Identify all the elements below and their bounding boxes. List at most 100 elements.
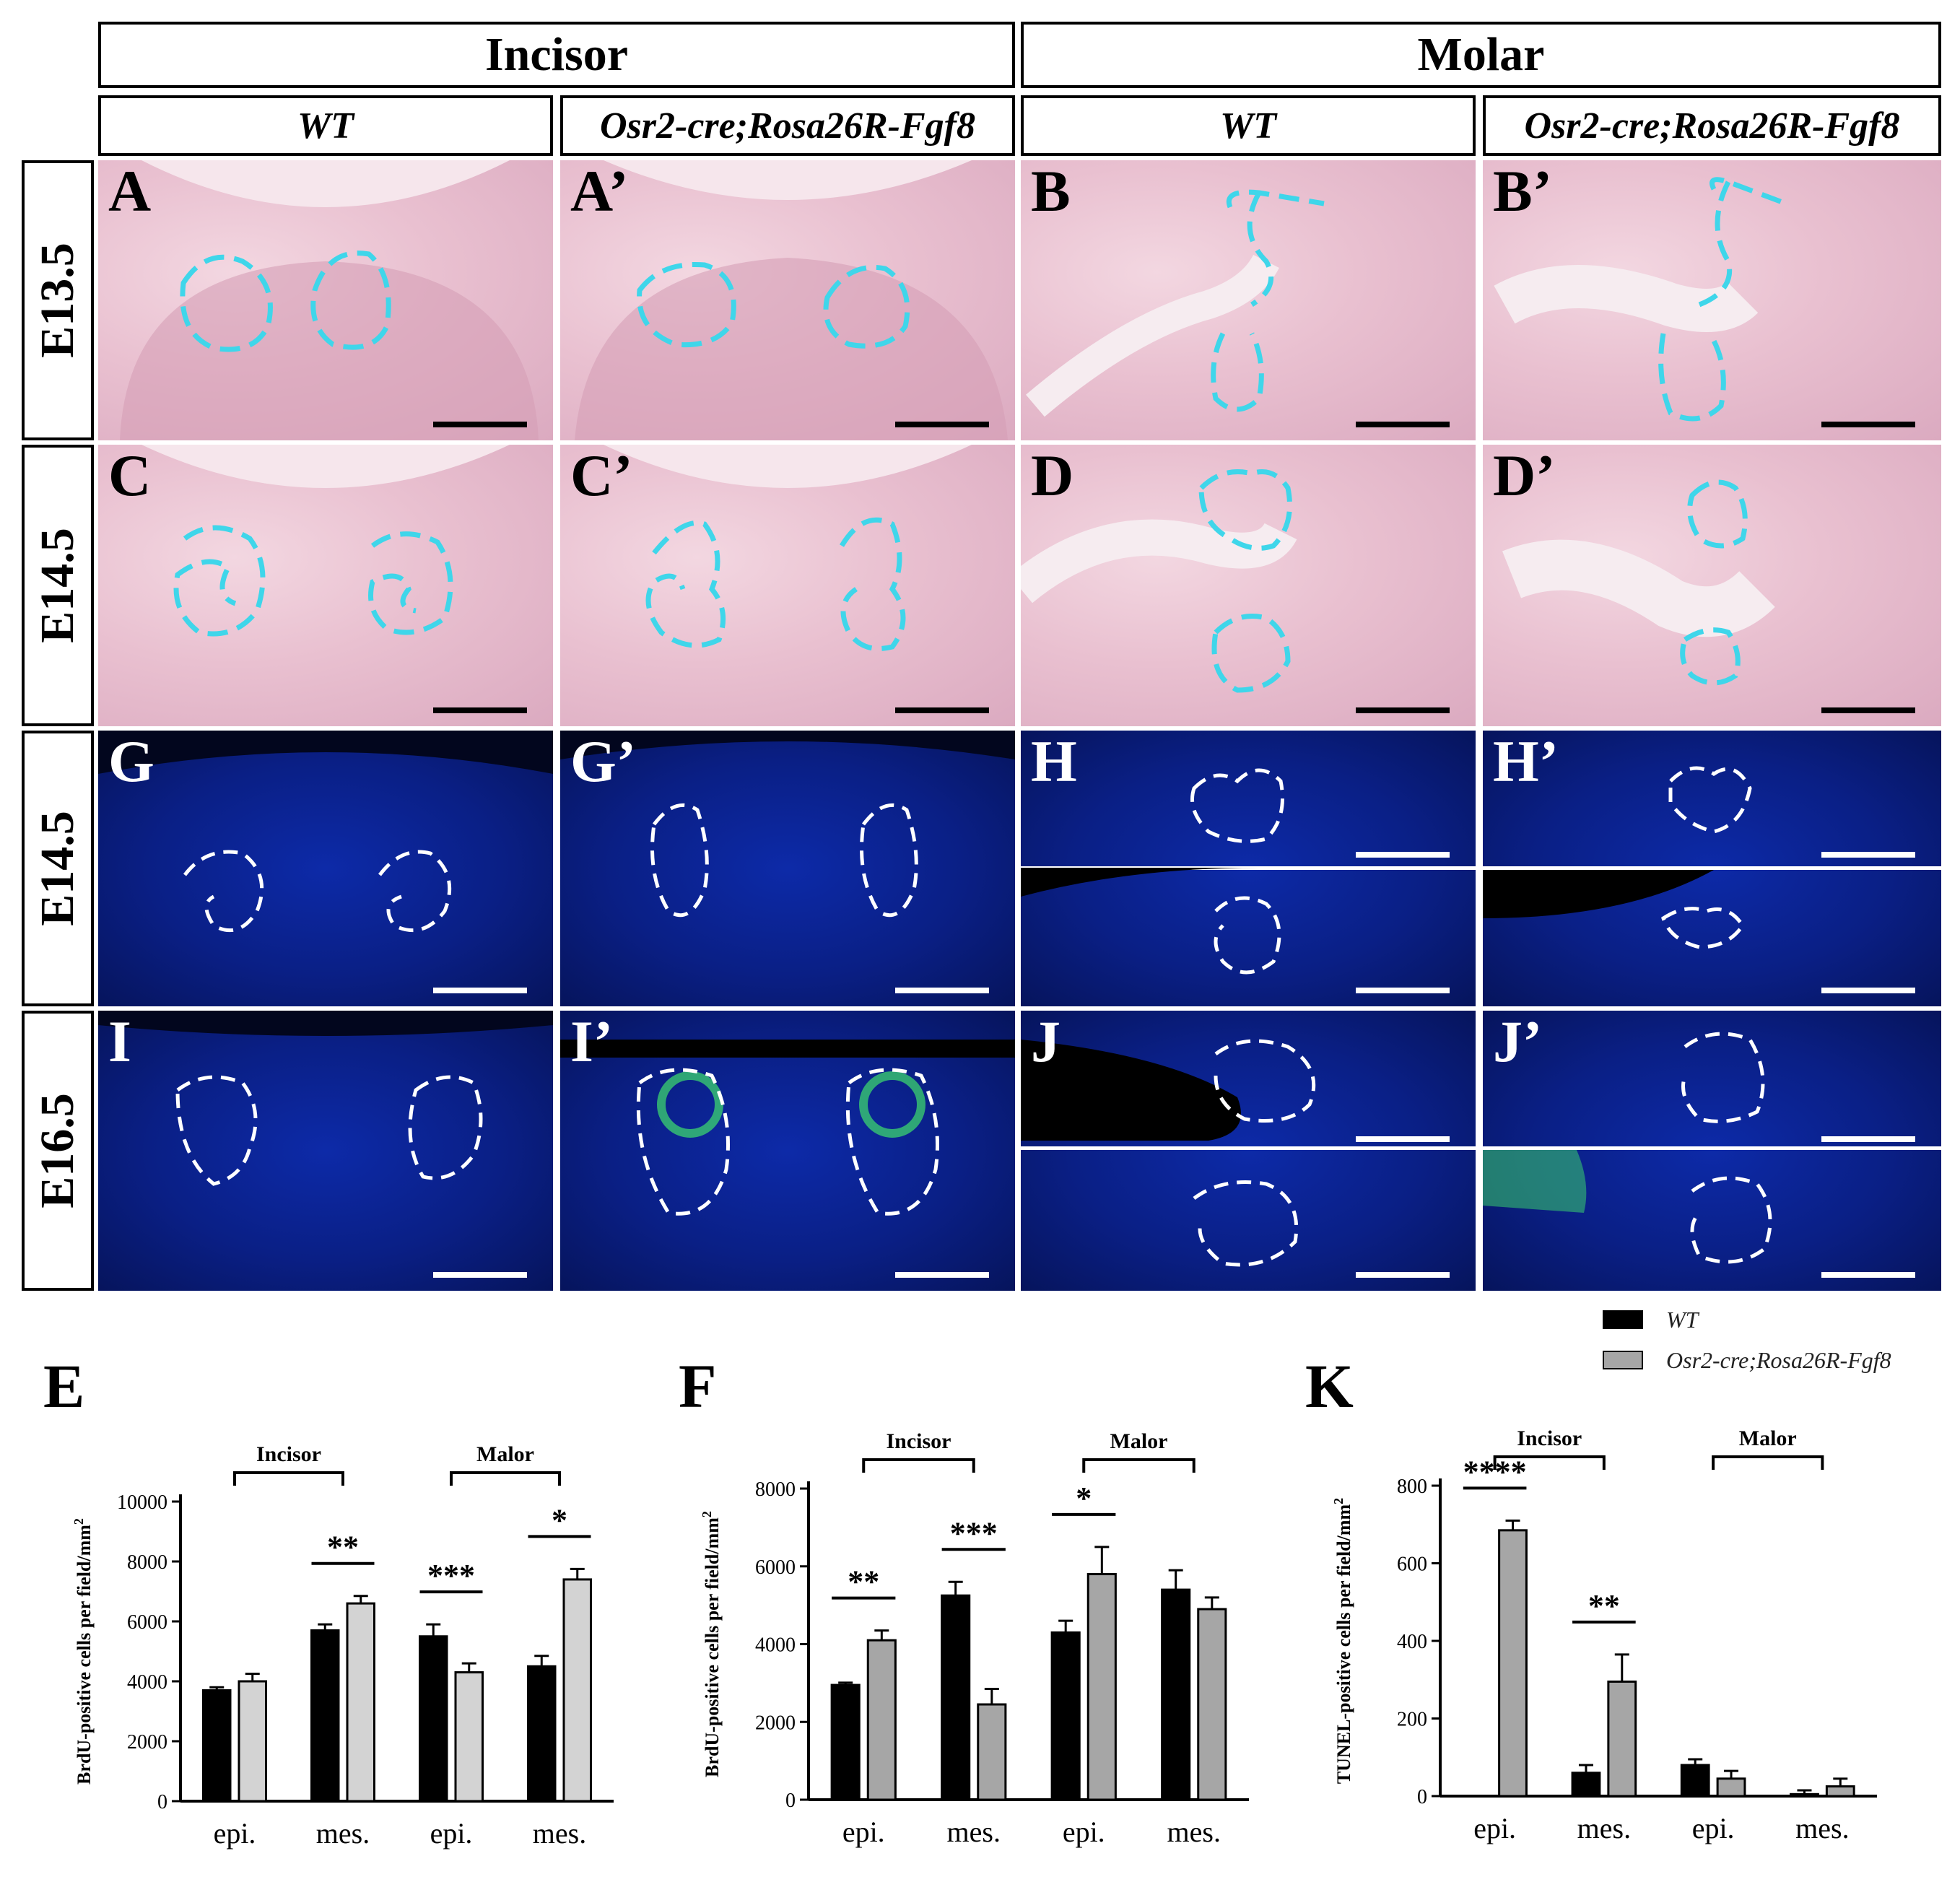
bar-wt: [1161, 1588, 1191, 1801]
panel-b: B: [1021, 160, 1476, 440]
incisor-outline: [378, 850, 452, 933]
y-tick-label: 8000: [127, 1551, 167, 1574]
panel-j: J: [1021, 1011, 1476, 1291]
row-label-e14-5-fl: E14.5: [22, 731, 94, 1006]
panel-i-prime: I’: [560, 1011, 1015, 1291]
incisor-outline: [637, 261, 736, 348]
panel-label: C: [108, 445, 152, 508]
molar-outline: [1658, 333, 1726, 422]
bar-wt: [527, 1665, 557, 1803]
scale-bar: [1356, 852, 1450, 858]
y-axis-label-sup: 2: [71, 1518, 86, 1525]
bar-wt: [202, 1689, 232, 1803]
chart-letter: F: [679, 1351, 717, 1421]
panel-d: D: [1021, 445, 1476, 726]
legend-swatch-mutant: [1603, 1351, 1643, 1369]
y-tick-label: 800: [1397, 1476, 1427, 1498]
bar-mutant: [1716, 1777, 1746, 1798]
molar-outline: [1687, 479, 1748, 549]
group-label: Incisor: [256, 1442, 321, 1466]
chart-k-plot: 0 200 400 600 800 TUNEL-positive cells per fi…: [1331, 1426, 1877, 1844]
panel-i: I: [98, 1011, 553, 1291]
chart-k: K 0 200 400 600 800 TUNEL-positive cells per …: [1299, 1350, 1949, 1870]
bar-mutant: [866, 1639, 897, 1801]
y-axis-label: BrdU-positive cells per field/mm2: [71, 1518, 95, 1785]
group-label: Malor: [1739, 1426, 1797, 1450]
molar-outline: [1681, 1032, 1765, 1123]
panel-label: I: [108, 1011, 131, 1074]
scale-bar: [1821, 707, 1915, 713]
x-tick-label: mes.: [1577, 1812, 1631, 1844]
header-incisor-wt: WT: [98, 95, 553, 156]
y-tick-label: 2000: [127, 1731, 167, 1754]
panel-d-prime: D’: [1483, 445, 1941, 726]
header-molar-mutant: Osr2-cre;Rosa26R-Fgf8: [1483, 95, 1941, 156]
legend-swatch-wt: [1603, 1310, 1643, 1329]
group-bracket: [862, 1458, 975, 1473]
panel-b-prime: B’: [1483, 160, 1941, 440]
row-label-e14-5-he: E14.5: [22, 445, 94, 726]
bar-mutant: [238, 1680, 267, 1803]
x-tick-label: mes.: [947, 1816, 1001, 1848]
scale-bar: [433, 988, 527, 993]
x-tick-label: mes.: [1167, 1816, 1221, 1848]
incisor-outline: [860, 803, 918, 918]
chart-e: E 0 2000 4000 6000 8000 10000 BrdU-positive ce…: [29, 1350, 657, 1870]
panel-j-prime: J’: [1483, 1011, 1941, 1291]
panel-label: G: [108, 731, 154, 794]
scale-bar: [1356, 1136, 1450, 1142]
y-tick-label: 4000: [755, 1634, 796, 1657]
group-bracket: [1712, 1455, 1824, 1470]
y-axis-label: TUNEL-positive cells per field/mm2: [1331, 1498, 1354, 1784]
legend-item-wt: WT: [1603, 1299, 1891, 1340]
molar-outline: [1214, 1039, 1316, 1123]
row-label-e16-5: E16.5: [22, 1011, 94, 1291]
scale-bar: [895, 1272, 989, 1278]
chart-letter: K: [1305, 1351, 1354, 1421]
x-tick-label: mes.: [1795, 1812, 1849, 1844]
group-label: Malor: [1110, 1429, 1168, 1453]
significance-label: ***: [427, 1558, 475, 1593]
bar-mutant: [1825, 1785, 1855, 1798]
group-bracket: [233, 1471, 344, 1486]
incisor-outline: [180, 254, 273, 352]
incisor-outline: [650, 803, 709, 918]
incisor-outline: [823, 264, 910, 349]
molar-outline: [1214, 896, 1281, 975]
group-bracket: [450, 1471, 561, 1486]
y-tick-label: 0: [157, 1791, 167, 1813]
bar-wt: [1571, 1772, 1601, 1798]
bar-wt: [941, 1594, 971, 1801]
scale-bar: [1356, 1272, 1450, 1278]
group-label: Malor: [476, 1442, 534, 1466]
panel-label: A: [108, 160, 152, 224]
row-label-e13-5: E13.5: [22, 160, 94, 440]
incisor-outline: [845, 1068, 939, 1216]
panel-label: J’: [1493, 1011, 1543, 1074]
molar-outline: [1690, 1176, 1772, 1264]
panel-label: H’: [1493, 731, 1559, 794]
panel-label: B: [1031, 160, 1071, 224]
panel-label: C’: [570, 445, 633, 508]
scale-bar: [1356, 707, 1450, 713]
molar-outline: [1198, 469, 1292, 551]
incisor-outline: [636, 1068, 730, 1216]
legend-label-mutant: Osr2-cre;Rosa26R-Fgf8: [1666, 1346, 1891, 1373]
panel-g: G: [98, 731, 553, 1006]
incisor-outline: [310, 251, 391, 350]
panel-label: D’: [1493, 445, 1556, 508]
chart-f-plot: 0 2000 4000 6000 8000 BrdU-positive cells per…: [700, 1429, 1249, 1848]
scale-bar: [1356, 988, 1450, 993]
molar-outline: [1211, 332, 1264, 412]
group-bracket: [1082, 1458, 1195, 1473]
scale-bar: [1821, 1272, 1915, 1278]
scale-bar: [1821, 852, 1915, 858]
scale-bar: [895, 707, 989, 713]
header-molar: Molar: [1021, 22, 1941, 88]
panel-c: C: [98, 445, 553, 726]
legend: WT Osr2-cre;Rosa26R-Fgf8: [1603, 1299, 1891, 1380]
chart-e-plot: 0 2000 4000 6000 8000 10000 BrdU-positive cell…: [71, 1442, 614, 1850]
y-tick-label: 4000: [127, 1671, 167, 1694]
bar-mutant: [1607, 1680, 1637, 1798]
y-tick-label: 200: [1397, 1709, 1427, 1731]
